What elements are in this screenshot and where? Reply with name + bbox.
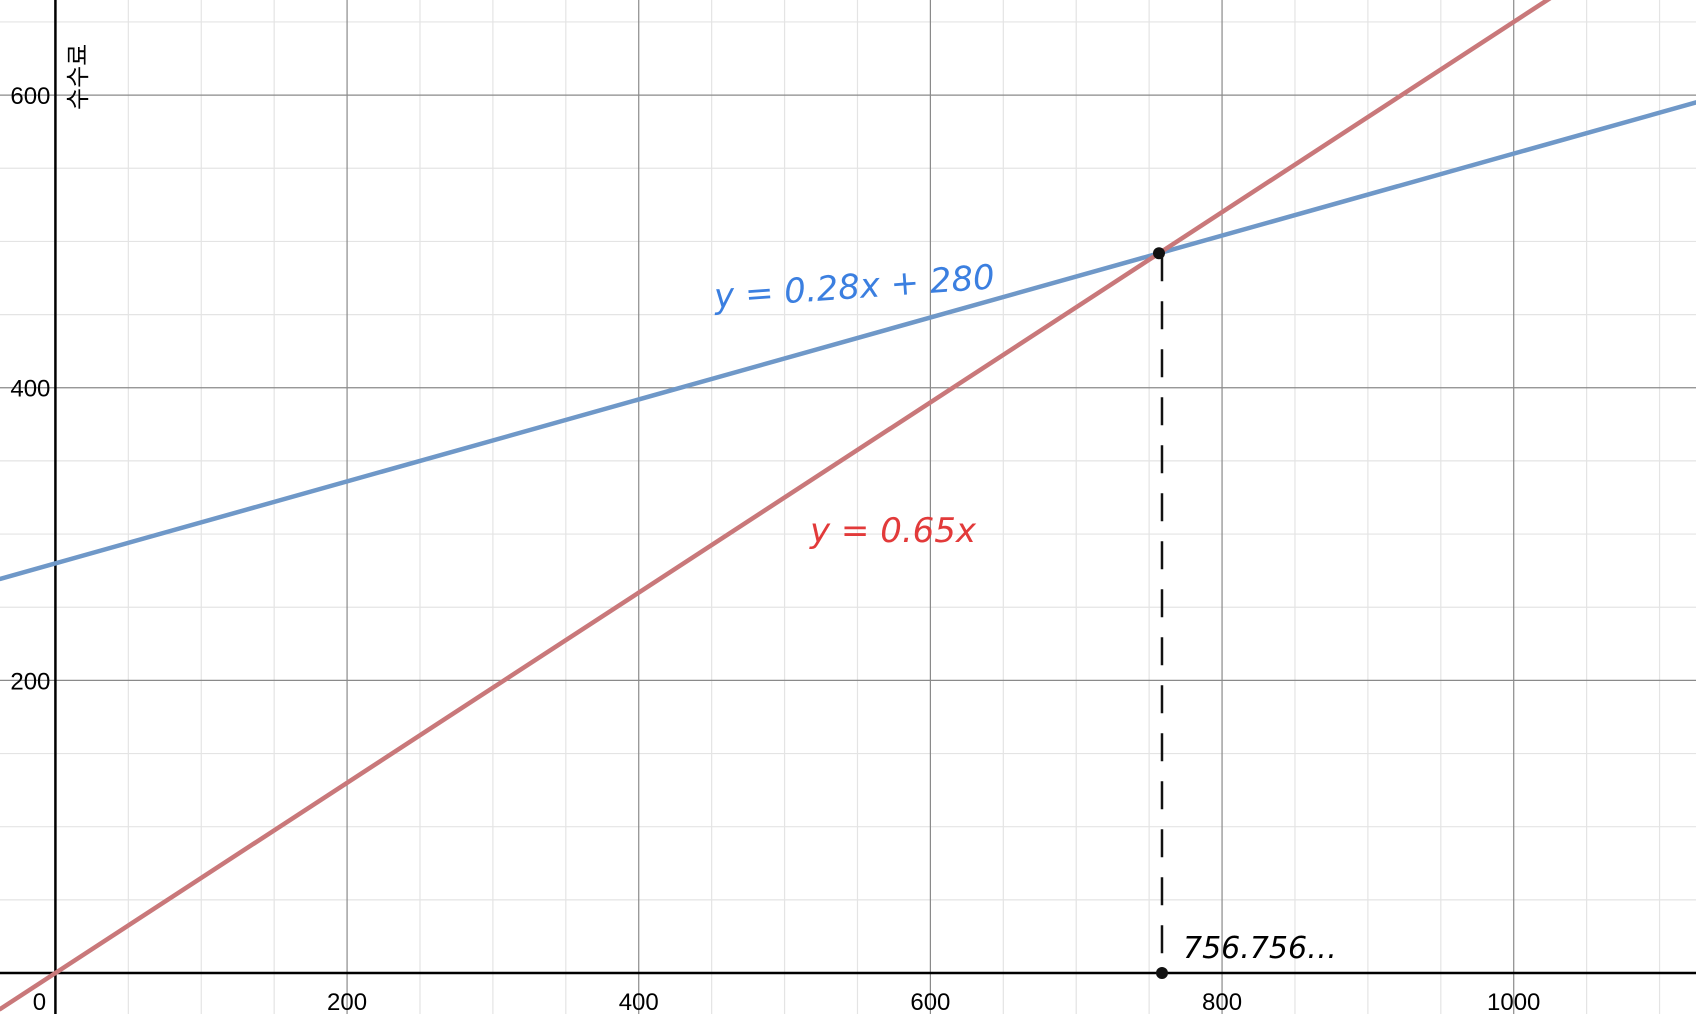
x-tick-label: 600 bbox=[910, 989, 950, 1014]
y-tick-label: 600 bbox=[10, 83, 50, 110]
series-line-1 bbox=[0, 100, 1696, 582]
x-tick-label: 0 bbox=[33, 989, 46, 1014]
y-tick-label: 400 bbox=[10, 376, 50, 403]
intersection-x-point bbox=[1155, 967, 1168, 980]
y-tick-label: 200 bbox=[10, 668, 50, 695]
annotation-red-line: y = 0.65x bbox=[809, 511, 977, 551]
intersection-guides bbox=[1152, 247, 1168, 980]
tick-labels: 0 200 400 600 800 1000 200 400 600 bbox=[10, 83, 1540, 1014]
x-tick-label: 1000 bbox=[1487, 989, 1540, 1014]
x-tick-label: 200 bbox=[327, 989, 367, 1014]
annotation-intersection-x: 756.756… bbox=[1183, 931, 1337, 966]
y-axis-label: 수수료 bbox=[64, 44, 92, 110]
annotation-blue-line: y = 0.28x + 280 bbox=[712, 257, 996, 317]
x-tick-label: 400 bbox=[619, 989, 659, 1014]
x-tick-label: 800 bbox=[1202, 989, 1242, 1014]
intersection-point bbox=[1152, 247, 1165, 260]
